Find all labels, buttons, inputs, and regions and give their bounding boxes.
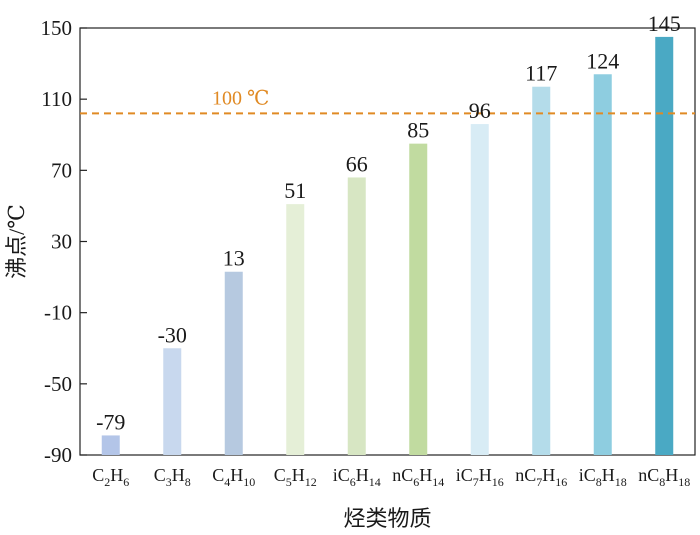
- category-label: C2H6: [92, 465, 129, 489]
- bar-value-label: 96: [469, 98, 491, 123]
- bar-value-label: 124: [586, 48, 619, 73]
- category-label: nC6H14: [392, 465, 444, 489]
- y-tick-label: 30: [51, 230, 72, 254]
- category-label: nC8H18: [638, 465, 690, 489]
- category-label: iC8H18: [579, 465, 627, 489]
- y-tick-label: 150: [41, 16, 73, 40]
- x-axis-title: 烃类物质: [343, 506, 431, 531]
- bar: [347, 177, 366, 455]
- bar: [224, 271, 243, 455]
- y-tick-label: 110: [41, 87, 72, 111]
- bar: [101, 435, 120, 455]
- y-tick-label: 70: [51, 158, 72, 182]
- axes: 150 110 70 30 -10 -50 -90: [41, 16, 696, 467]
- bar-value-label: 85: [407, 118, 429, 143]
- bar: [163, 348, 182, 455]
- bar: [286, 204, 305, 455]
- bar-value-label: -79: [96, 409, 125, 434]
- bar-value-label: 13: [223, 246, 245, 271]
- category-label: C4H10: [212, 465, 255, 489]
- bar: [532, 86, 551, 456]
- bar-value-label: 145: [648, 11, 681, 36]
- reference-line-group: 100 ℃: [80, 87, 695, 115]
- bar: [593, 74, 612, 455]
- bar-value-label: 117: [525, 61, 557, 86]
- bar-value-label: -30: [158, 322, 187, 347]
- category-label: iC6H14: [333, 465, 381, 489]
- y-tick-label: -10: [44, 301, 72, 325]
- bar-value-label: 51: [284, 178, 306, 203]
- category-label: C3H8: [154, 465, 191, 489]
- labels: -79 C2H6 -30 C3H8 13 C4H10 51 C5H12 66 iC6H14 85 nC…: [92, 11, 690, 489]
- y-tick-label: -90: [44, 443, 72, 467]
- y-tick-label: -50: [44, 372, 72, 396]
- category-label: iC7H16: [456, 465, 504, 489]
- bar: [409, 143, 428, 456]
- category-label: C5H12: [274, 465, 317, 489]
- bars: [101, 36, 674, 456]
- reference-line-label: 100 ℃: [212, 87, 269, 109]
- y-axis-title: 沸点/℃: [4, 204, 29, 279]
- bar: [470, 124, 489, 455]
- bar: [655, 36, 674, 455]
- bar-value-label: 66: [346, 151, 368, 176]
- category-label: nC7H16: [515, 465, 567, 489]
